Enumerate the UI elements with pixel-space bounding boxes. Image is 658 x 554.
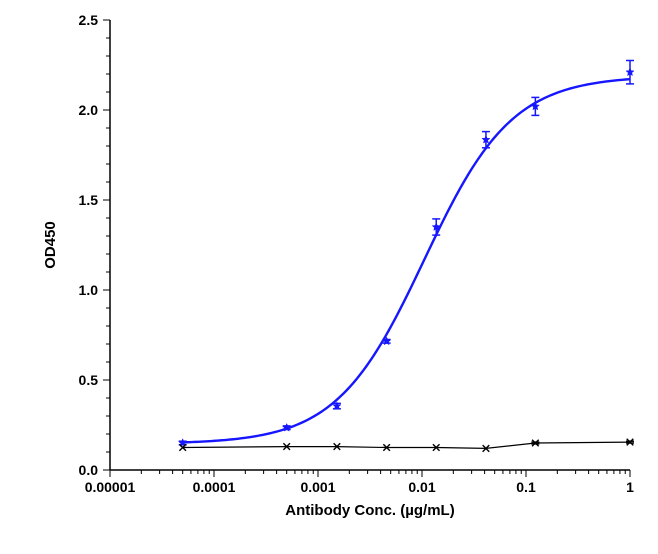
- y-tick-label: 2.5: [79, 12, 99, 28]
- y-tick-label: 1.5: [79, 192, 99, 208]
- x-tick-label: 0.00001: [85, 479, 136, 495]
- x-tick-label: 0.01: [408, 479, 435, 495]
- dose-response-chart: 0.00001 0.0001 0.001 0.01 0.1 1 Antibody Conc.…: [0, 0, 658, 554]
- y-tick-label: 2.0: [79, 102, 99, 118]
- y-tick-label: 0.5: [79, 372, 99, 388]
- x-tick-label: 1: [626, 479, 634, 495]
- control-line: [183, 442, 630, 448]
- chart-svg: 0.00001 0.0001 0.001 0.01 0.1 1 Antibody Conc.…: [0, 0, 658, 554]
- y-tick-label: 1.0: [79, 282, 99, 298]
- y-tick-label: 0.0: [79, 462, 99, 478]
- y-axis-title: OD450: [42, 221, 59, 269]
- x-tick-label: 0.0001: [193, 479, 236, 495]
- x-tick-label: 0.1: [516, 479, 536, 495]
- fit-curve: [183, 79, 630, 442]
- x-tick-label: 0.001: [300, 479, 335, 495]
- x-axis-title: Antibody Conc. (µg/mL): [285, 502, 454, 519]
